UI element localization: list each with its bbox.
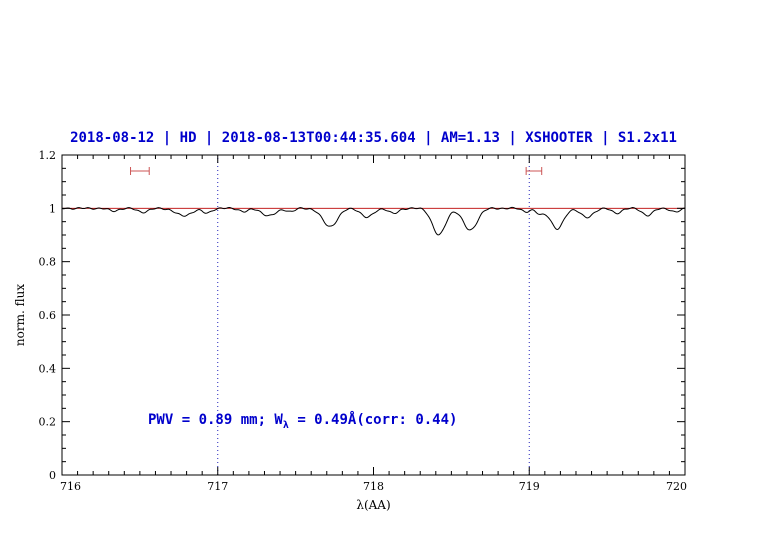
pwv-annotation-pre: PWV = 0.89 mm; W	[148, 412, 283, 428]
plot-title: 2018-08-12 | HD | 2018-08-13T00:44:35.60…	[70, 130, 677, 146]
y-tick-label: 0	[49, 469, 56, 482]
x-tick-label: 718	[363, 480, 384, 493]
y-tick-label: 1.2	[39, 149, 57, 162]
x-tick-label: 720	[666, 480, 687, 493]
y-tick-label: 1	[49, 202, 56, 215]
pwv-range-markers	[130, 167, 543, 175]
pwv-annotation-sub: λ	[282, 419, 289, 431]
x-tick-label: 716	[60, 480, 81, 493]
y-tick-label: 0.2	[39, 416, 57, 429]
pwv-annotation: PWV = 0.89 mm; Wλ = 0.49Å(corr: 0.44)	[148, 412, 457, 431]
x-tick-label: 717	[207, 480, 228, 493]
y-tick-label: 0.8	[39, 256, 57, 269]
axis-ticks	[61, 154, 686, 476]
y-tick-label: 0.4	[39, 362, 57, 375]
spectrum-line	[61, 206, 686, 236]
y-axis-label: norm. flux	[13, 283, 27, 347]
reference-vlines	[217, 155, 530, 475]
y-tick-label: 0.6	[39, 309, 57, 322]
tick-labels: 716 717 718 719 720 0 0.2 0.4 0.6 0.8 1 1.2	[39, 149, 688, 493]
x-tick-label: 719	[519, 480, 540, 493]
x-axis-label: λ(AA)	[356, 498, 391, 512]
pwv-annotation-post: = 0.49Å(corr: 0.44)	[288, 412, 458, 428]
